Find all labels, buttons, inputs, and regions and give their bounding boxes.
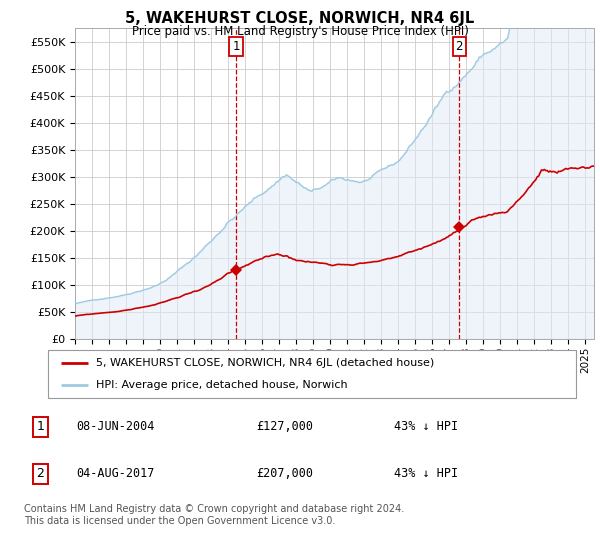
Text: 2: 2 bbox=[37, 467, 44, 480]
Text: 43% ↓ HPI: 43% ↓ HPI bbox=[394, 420, 458, 433]
Text: Price paid vs. HM Land Registry's House Price Index (HPI): Price paid vs. HM Land Registry's House … bbox=[131, 25, 469, 38]
Text: HPI: Average price, detached house, Norwich: HPI: Average price, detached house, Norw… bbox=[95, 380, 347, 390]
Text: 2: 2 bbox=[455, 40, 463, 53]
Text: 04-AUG-2017: 04-AUG-2017 bbox=[76, 467, 155, 480]
Text: 43% ↓ HPI: 43% ↓ HPI bbox=[394, 467, 458, 480]
Text: £127,000: £127,000 bbox=[256, 420, 313, 433]
Text: £207,000: £207,000 bbox=[256, 467, 313, 480]
Text: Contains HM Land Registry data © Crown copyright and database right 2024.
This d: Contains HM Land Registry data © Crown c… bbox=[24, 504, 404, 526]
Text: 5, WAKEHURST CLOSE, NORWICH, NR4 6JL (detached house): 5, WAKEHURST CLOSE, NORWICH, NR4 6JL (de… bbox=[95, 358, 434, 368]
FancyBboxPatch shape bbox=[48, 350, 576, 398]
Text: 1: 1 bbox=[232, 40, 239, 53]
Text: 1: 1 bbox=[37, 420, 44, 433]
Text: 08-JUN-2004: 08-JUN-2004 bbox=[76, 420, 155, 433]
Text: 5, WAKEHURST CLOSE, NORWICH, NR4 6JL: 5, WAKEHURST CLOSE, NORWICH, NR4 6JL bbox=[125, 11, 475, 26]
